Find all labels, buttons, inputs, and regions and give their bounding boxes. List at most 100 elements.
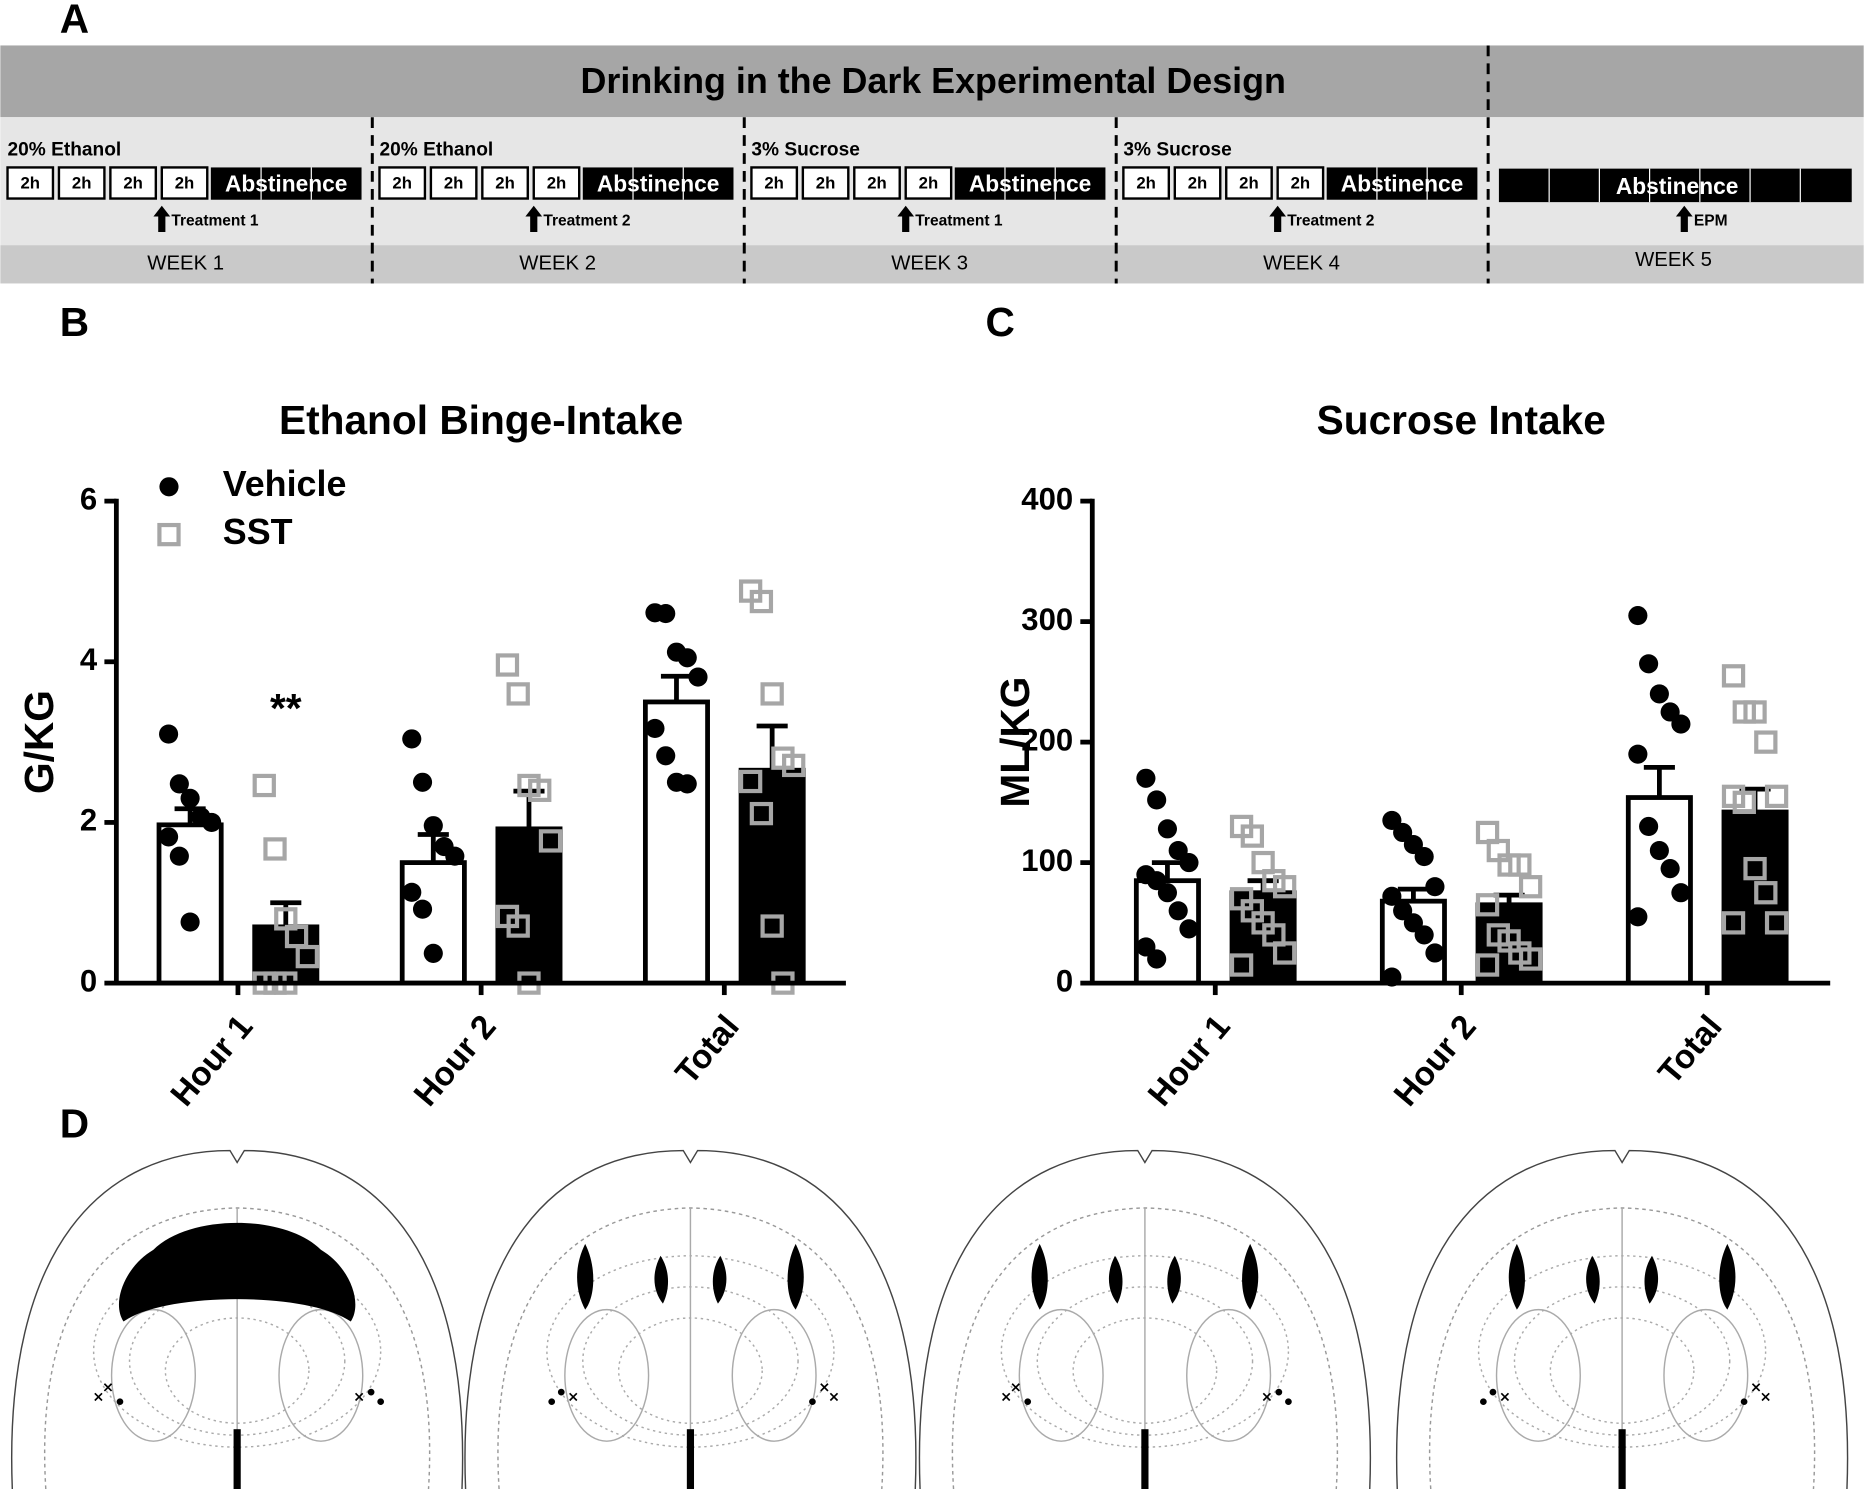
session-label: 2h [392,174,412,193]
placement-dot [1480,1398,1487,1406]
ventricle [686,1429,695,1489]
y-tick-label: 0 [80,963,97,998]
data-point [1475,953,1500,977]
data-point [1240,824,1265,848]
data-point [738,769,763,794]
legend-marker [159,477,179,497]
placement-dot [1489,1388,1497,1396]
panel-label: A [60,0,89,41]
event-arrow [1675,205,1693,233]
data-point [1425,943,1445,963]
data-point [423,816,443,836]
bar [399,860,467,986]
design-title: Drinking in the Dark Experimental Design [581,61,1286,101]
session-box [1122,166,1171,200]
data-point [402,729,422,749]
data-point [1382,886,1402,906]
legend-label: Vehicle [223,464,347,504]
data-point [1649,840,1669,861]
data-point [159,724,179,744]
data-point [1743,700,1767,724]
session-label: 2h [1239,174,1259,193]
data-point [169,774,189,794]
y-axis-label: G/KG [16,690,62,794]
data-point [423,943,443,963]
x-tick-label: Total [669,1008,747,1091]
placement-cross [103,1383,113,1392]
placement-cross [1011,1383,1020,1392]
placement-cross [829,1392,839,1402]
session-box [429,166,478,200]
data-point [1157,883,1177,903]
placement-dot [548,1398,556,1406]
brain-outline [918,1149,1372,1489]
session-label: 2h [867,174,887,193]
event-label: Treatment 2 [543,212,631,229]
event-label: Treatment 1 [171,212,259,229]
data-point [1518,875,1543,899]
y-tick-label: 6 [80,481,97,516]
data-point [180,912,200,932]
session-box [750,166,799,200]
brain-region [564,1308,650,1442]
event-arrow [1269,205,1287,233]
bar [156,822,224,986]
x-tick-label: Hour 1 [164,1008,260,1113]
data-point [1732,790,1756,815]
session-label: 2h [72,174,92,193]
ventricle [654,1255,727,1304]
abstinence-label: Abstinence [969,170,1091,196]
ventricle [787,1243,804,1310]
data-point [506,914,530,938]
abstinence-label: Abstinence [1616,173,1738,199]
data-point [1147,949,1167,969]
week-label: WEEK 5 [1635,249,1712,271]
event-label: Treatment 2 [1287,212,1375,229]
data-point [782,753,806,778]
placement-dot [377,1398,385,1406]
data-point [1179,853,1199,873]
abstinence-label: Abstinence [597,170,719,196]
session-label: 2h [1291,174,1311,193]
data-point [749,801,774,826]
y-tick-label: 400 [1021,481,1073,516]
data-point [538,829,563,853]
ventricle [118,1222,356,1322]
session-label: 2h [816,174,836,193]
data-point [1272,941,1297,965]
panel-label: D [60,1100,89,1146]
data-point [1508,853,1532,877]
session-box [532,166,581,200]
placement-cross [569,1392,578,1402]
data-point [1475,893,1500,917]
data-point [169,846,189,866]
abstinence-label: Abstinence [1341,170,1463,196]
y-tick-label: 300 [1021,602,1073,637]
data-point [1414,847,1434,867]
data-point [412,899,433,919]
y-axis-label: ML/KG [992,677,1038,808]
abstinence-bar [1498,168,1852,203]
ventricle [1242,1243,1259,1310]
data-point [1721,911,1746,935]
abstinence-label: Abstinence [225,170,347,196]
week-label: WEEK 1 [147,253,224,275]
placement-cross [1001,1392,1011,1402]
solution-label: 20% Ethanol [8,140,122,161]
data-point [159,827,179,847]
data-point [1754,730,1778,754]
session-label: 2h [547,174,567,193]
brain-section [464,1149,917,1489]
session-box [1276,166,1325,200]
data-point [528,778,552,802]
data-point [263,837,287,861]
data-point [1157,819,1177,839]
design-header [0,45,1864,118]
placement-cross [354,1392,364,1402]
data-point [295,944,319,969]
legend-marker [157,522,181,547]
session-label: 2h [1188,174,1208,193]
data-point [1671,883,1691,903]
data-point [1179,919,1199,939]
